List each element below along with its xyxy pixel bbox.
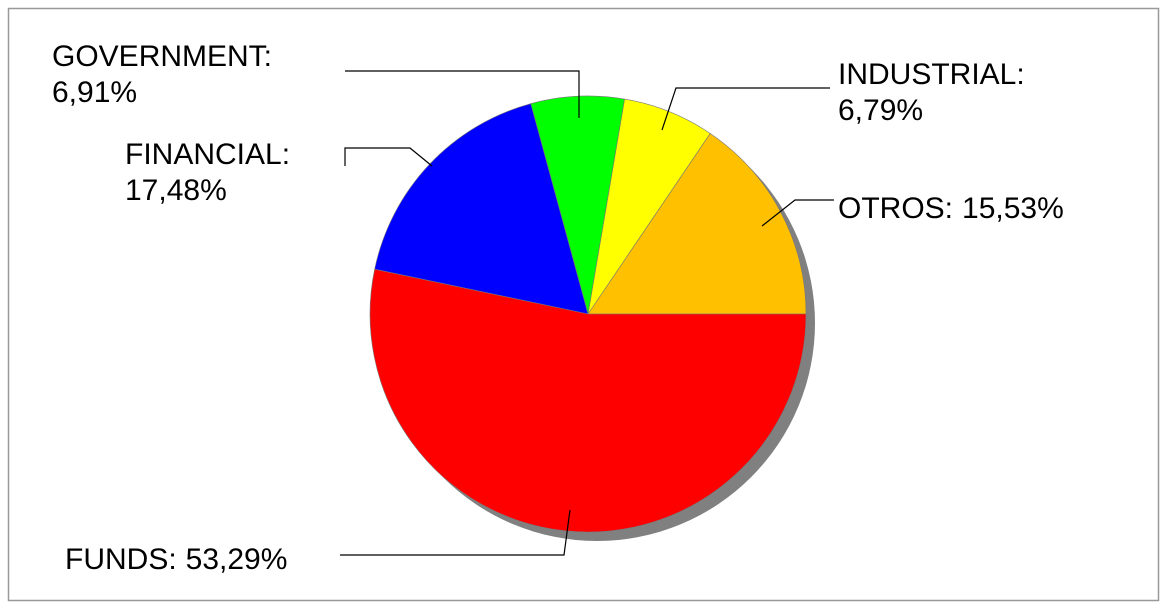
leader-line [661,87,830,131]
slice-value-label: 17,48% [125,174,227,207]
slice-label: FINANCIAL: [125,138,290,171]
leader-line [340,509,571,556]
slice-label: FUNDS: 53,29% [65,543,287,576]
leader-line [345,70,580,118]
slice-value-label: 6,79% [838,94,923,127]
slice-label: GOVERNMENT: [52,40,272,73]
slice-label: INDUSTRIAL: [838,58,1025,91]
slice-label-name: FUNDS: [65,543,177,576]
slice-label: OTROS: 15,53% [838,192,1064,225]
slice-value-label: 15,53% [962,192,1064,225]
slice-value-label: 6,91% [52,76,137,109]
leader-line [761,199,834,227]
leader-line [344,147,433,167]
slice-value-label: 53,29% [186,543,288,576]
pie-slice [369,268,807,533]
slice-label-name: OTROS: [838,192,953,225]
